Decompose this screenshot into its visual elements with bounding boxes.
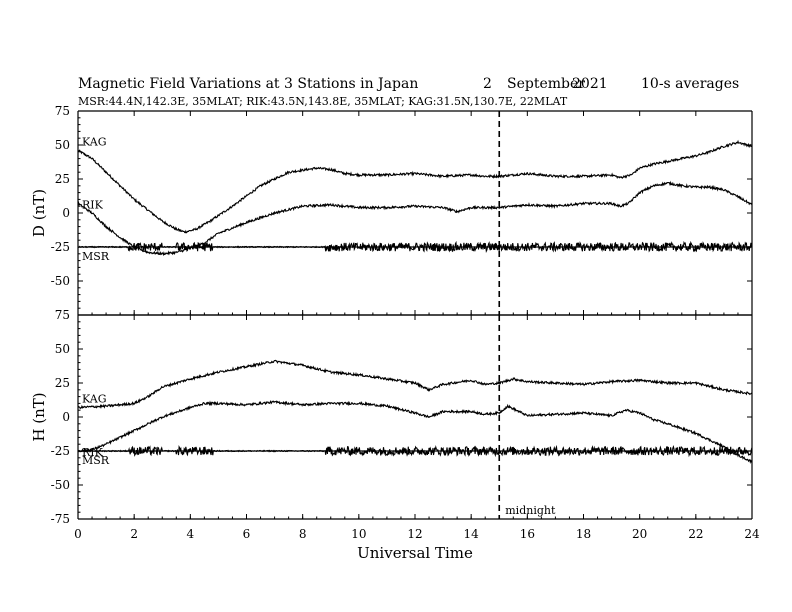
x-tick-label: 20 xyxy=(632,527,647,541)
x-tick-label: 14 xyxy=(464,527,480,541)
y-tick-label: -75 xyxy=(51,512,70,526)
y-tick-label: -50 xyxy=(51,274,70,288)
series-rik-line xyxy=(77,399,753,464)
midnight-label: midnight xyxy=(505,504,556,517)
series-label-rik: RIK xyxy=(82,446,104,459)
chart-date-day: 2 xyxy=(483,76,492,92)
y-tick-label: 25 xyxy=(55,376,70,390)
x-tick-label: 16 xyxy=(520,527,535,541)
series-label-kag: KAG xyxy=(82,135,107,148)
x-tick-label: 8 xyxy=(299,527,307,541)
x-axis-title: Universal Time xyxy=(357,544,473,562)
series-label-msr: MSR xyxy=(82,454,110,467)
y-tick-label: 0 xyxy=(62,410,70,424)
series-label-kag: KAG xyxy=(82,392,107,405)
x-tick-label: 2 xyxy=(130,527,138,541)
x-tick-label: 0 xyxy=(74,527,82,541)
x-tick-label: 18 xyxy=(576,527,591,541)
series-msr-line xyxy=(77,444,753,458)
x-tick-label: 24 xyxy=(744,527,760,541)
series-label-rik: RIK xyxy=(82,198,104,211)
chart-subtitle: MSR:44.4N,142.3E, 35MLAT; RIK:43.5N,143.… xyxy=(78,95,568,108)
series-label-msr: MSR xyxy=(82,250,110,263)
x-tick-label: 10 xyxy=(351,527,366,541)
x-tick-label: 12 xyxy=(407,527,422,541)
x-tick-label: 4 xyxy=(187,527,195,541)
chart-title: Magnetic Field Variations at 3 Stations … xyxy=(78,76,418,92)
y-tick-label: 25 xyxy=(55,172,70,186)
series-msr-line xyxy=(77,240,753,254)
y-tick-label: 50 xyxy=(55,342,70,356)
panel-1: -50 -25 0 25 50 75 D (nT) KAG RIK MSR xyxy=(30,104,753,316)
series-kag-line xyxy=(77,139,753,234)
y-tick-label: 75 xyxy=(55,308,70,322)
y-tick-label: 50 xyxy=(55,138,70,152)
chart-date-month: September xyxy=(507,76,585,92)
y-axis-title: D (nT) xyxy=(30,189,48,237)
y-tick-label: -25 xyxy=(51,240,70,254)
y-tick-label: 0 xyxy=(62,206,70,220)
y-axis-title: H (nT) xyxy=(30,392,48,441)
y-tick-label: 75 xyxy=(55,104,70,118)
x-tick-label: 6 xyxy=(243,527,251,541)
y-tick-label: -50 xyxy=(51,478,70,492)
series-kag-line xyxy=(77,359,753,410)
chart-averaging: 10-s averages xyxy=(641,76,739,92)
x-tick-label: 22 xyxy=(688,527,703,541)
y-tick-label: -25 xyxy=(51,444,70,458)
chart-date-year: 2021 xyxy=(572,76,608,92)
